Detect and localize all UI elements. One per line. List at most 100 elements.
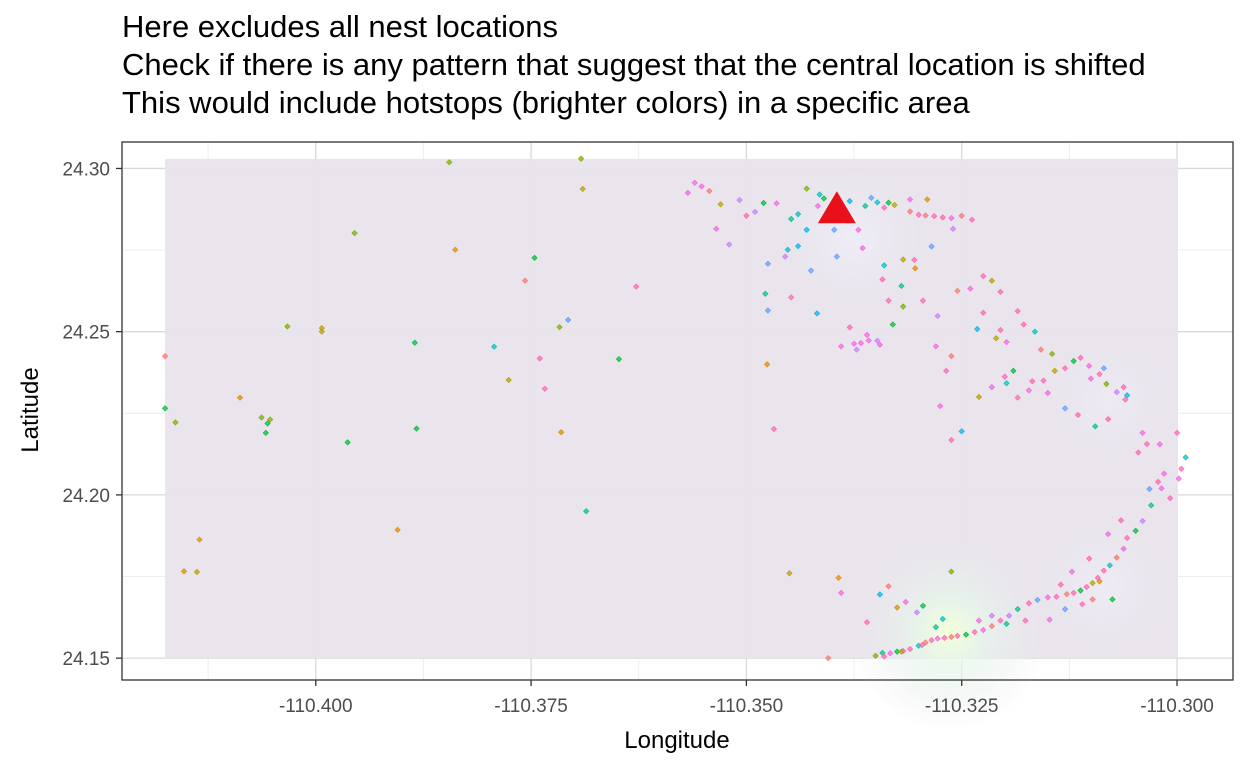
data-point: [763, 361, 771, 368]
y-tick-label: 24.20: [62, 486, 110, 507]
data-point: [939, 214, 946, 221]
data-point: [615, 355, 623, 363]
data-point: [850, 340, 858, 347]
data-point: [958, 212, 965, 219]
data-point: [264, 420, 271, 427]
data-point: [1143, 440, 1151, 448]
data-point: [853, 346, 860, 353]
data-point: [975, 393, 983, 401]
data-point: [1057, 581, 1064, 588]
title-line-1: Here excludes all nest locations: [122, 9, 558, 44]
data-point: [196, 536, 203, 543]
density-hotspot: [848, 532, 1049, 733]
data-point: [558, 429, 565, 436]
data-point: [1040, 377, 1047, 384]
data-point: [1063, 590, 1070, 598]
data-point: [1010, 367, 1017, 375]
data-point: [862, 202, 869, 210]
data-point: [1132, 527, 1139, 534]
data-point: [988, 622, 996, 630]
data-point: [1086, 555, 1093, 562]
data-point: [1079, 601, 1086, 608]
data-point: [1139, 429, 1146, 437]
data-point: [706, 187, 713, 195]
data-point: [490, 343, 498, 350]
data-point: [691, 179, 698, 186]
data-point: [262, 429, 269, 437]
data-point: [788, 294, 795, 301]
data-point: [1104, 530, 1112, 538]
data-point: [1020, 321, 1027, 328]
data-point: [874, 199, 881, 206]
data-point: [975, 617, 983, 624]
data-point: [876, 341, 884, 348]
data-point: [1166, 494, 1174, 502]
data-point: [997, 288, 1004, 296]
data-point: [1061, 365, 1069, 372]
data-point: [1123, 392, 1131, 399]
data-point: [980, 626, 987, 634]
data-point: [1034, 596, 1041, 604]
data-point: [881, 653, 888, 660]
density-hotspot: [1028, 511, 1180, 662]
data-point: [1175, 475, 1182, 482]
data-point: [180, 568, 188, 575]
data-point: [837, 589, 845, 597]
data-point: [258, 414, 265, 421]
data-point: [898, 282, 905, 290]
data-point: [1156, 441, 1163, 448]
data-point: [781, 253, 789, 260]
data-point: [937, 402, 944, 410]
data-point: [988, 612, 996, 619]
data-point: [1100, 567, 1107, 574]
data-point: [344, 439, 351, 446]
data-point: [1089, 579, 1096, 587]
data-point: [943, 367, 950, 375]
data-point: [1087, 375, 1095, 382]
data-point: [954, 632, 961, 640]
data-point: [934, 312, 941, 320]
data-point: [859, 244, 866, 252]
data-point: [928, 637, 935, 644]
data-point: [764, 307, 772, 314]
data-point: [1003, 338, 1010, 346]
data-point: [939, 615, 946, 623]
x-tick-label: -110.350: [710, 696, 784, 717]
data-point: [521, 277, 529, 284]
data-point: [452, 246, 459, 253]
data-point: [1061, 405, 1069, 412]
data-point: [1005, 612, 1013, 619]
data-point: [764, 260, 772, 267]
data-point: [879, 276, 886, 283]
data-point: [997, 617, 1004, 624]
data-point: [541, 385, 549, 392]
data-point: [1014, 394, 1021, 401]
data-point: [820, 195, 828, 202]
data-point: [266, 416, 274, 423]
data-point: [911, 256, 918, 264]
data-point: [863, 331, 871, 339]
data-point: [807, 267, 815, 274]
data-point: [899, 303, 907, 310]
data-point: [161, 352, 169, 360]
data-point: [1103, 380, 1110, 388]
data-point: [1154, 478, 1162, 486]
density-hotspot: [1037, 329, 1179, 471]
data-point: [1061, 605, 1069, 613]
data-point: [1123, 534, 1131, 542]
data-point: [872, 652, 879, 660]
data-point: [726, 241, 733, 248]
data-point: [1120, 384, 1127, 391]
data-point: [1001, 373, 1008, 380]
data-point: [1096, 578, 1103, 585]
y-tick-label: 24.25: [62, 323, 110, 344]
data-point: [583, 508, 590, 515]
data-point: [1096, 370, 1103, 378]
data-point: [1044, 389, 1051, 397]
data-point: [922, 212, 929, 219]
data-point: [1120, 545, 1127, 552]
data-point: [1077, 587, 1084, 594]
data-point: [413, 425, 420, 432]
data-point: [1148, 502, 1155, 509]
data-point: [1158, 485, 1165, 492]
